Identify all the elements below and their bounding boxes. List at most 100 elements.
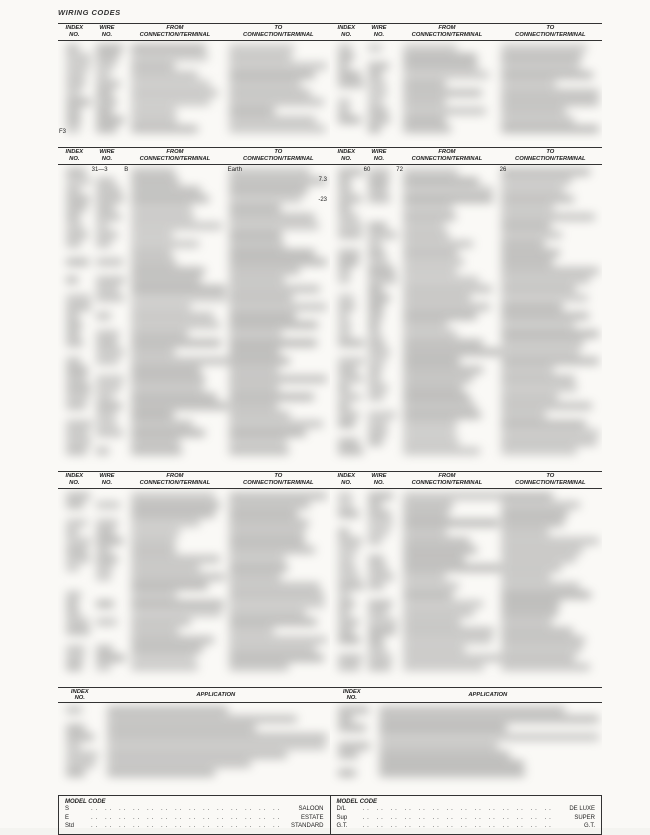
page: WIRING CODES INDEXNO. WIRENO. FROMCONNEC… — [0, 0, 650, 828]
blurred-content — [330, 703, 602, 789]
wire-value: 31—3 — [91, 167, 124, 173]
model-code-label: SUPER — [570, 814, 595, 822]
wire-value: 60 — [363, 167, 396, 173]
model-code-row: Std.. .. .. .. .. .. .. .. .. .. .. .. .… — [65, 822, 324, 830]
model-code-row: E.. .. .. .. .. .. .. .. .. .. .. .. .. … — [65, 814, 324, 822]
hdr-wire: WIRENO. — [91, 149, 124, 163]
hdr-to: TOCONNECTION/TERMINAL — [227, 149, 330, 163]
hdr-index: INDEXNO. — [330, 149, 363, 163]
model-code-code: G.T. — [337, 822, 363, 830]
wiring-body — [330, 41, 602, 141]
wiring-section-3-left: INDEXNO. WIRENO. FROMCONNECTION/TERMINAL… — [58, 471, 330, 681]
wiring-body: 31—3 B Earth 7.3 -23 — [58, 165, 330, 465]
wiring-header: INDEXNO. WIRENO. FROMCONNECTION/TERMINAL… — [330, 147, 602, 165]
blurred-content — [58, 41, 330, 141]
hdr-wire: WIRENO. — [91, 25, 124, 39]
blurred-content — [330, 165, 602, 465]
page-title: WIRING CODES — [58, 8, 602, 17]
extra-value: 7.3 — [318, 177, 328, 183]
wiring-header: INDEXNO. WIRENO. FROMCONNECTION/TERMINAL… — [330, 23, 602, 41]
model-code-dots: .. .. .. .. .. .. .. .. .. .. .. .. .. .… — [91, 814, 297, 822]
model-code-dots: .. .. .. .. .. .. .. .. .. .. .. .. .. .… — [363, 814, 571, 822]
blurred-content — [330, 489, 602, 681]
application-right: INDEXNO. APPLICATION — [330, 687, 602, 790]
hdr-index: INDEXNO. — [330, 473, 363, 487]
to-value: Earth — [227, 167, 330, 173]
model-code-left: MODEL CODE S.. .. .. .. .. .. .. .. .. .… — [59, 796, 330, 833]
model-code-label: DE LUXE — [565, 805, 595, 813]
hdr-from: FROMCONNECTION/TERMINAL — [123, 473, 226, 487]
model-code-code: S — [65, 805, 91, 813]
model-code-label: STANDARD — [287, 822, 324, 830]
hdr-wire: WIRENO. — [363, 149, 396, 163]
hdr-from: FROMCONNECTION/TERMINAL — [395, 25, 498, 39]
wiring-body — [330, 489, 602, 681]
wiring-body: 60 72 26 — [330, 165, 602, 465]
wiring-header: INDEXNO. WIRENO. FROMCONNECTION/TERMINAL… — [58, 23, 330, 41]
wiring-section-1-right: INDEXNO. WIRENO. FROMCONNECTION/TERMINAL… — [330, 23, 602, 141]
hdr-application: APPLICATION — [374, 692, 602, 698]
hdr-wire: WIRENO. — [363, 473, 396, 487]
to-value: 26 — [499, 167, 602, 173]
hdr-from: FROMCONNECTION/TERMINAL — [395, 473, 498, 487]
blurred-content — [58, 489, 330, 681]
model-code-label: SALOON — [294, 805, 323, 813]
model-code-code: E — [65, 814, 91, 822]
hdr-wire: WIRENO. — [91, 473, 124, 487]
wiring-section-3-right: INDEXNO. WIRENO. FROMCONNECTION/TERMINAL… — [330, 471, 602, 681]
wiring-section-2-left: INDEXNO. WIRENO. FROMCONNECTION/TERMINAL… — [58, 147, 330, 465]
from-value: B — [123, 167, 226, 173]
model-code-dots: .. .. .. .. .. .. .. .. .. .. .. .. .. .… — [91, 822, 287, 830]
wiring-section-3: INDEXNO. WIRENO. FROMCONNECTION/TERMINAL… — [58, 471, 602, 681]
model-code-right: MODEL CODE D/L.. .. .. .. .. .. .. .. ..… — [330, 796, 602, 833]
model-code-row: G.T... .. .. .. .. .. .. .. .. .. .. .. … — [337, 822, 596, 830]
hdr-to: TOCONNECTION/TERMINAL — [227, 473, 330, 487]
wiring-body: F3 — [58, 41, 330, 141]
hdr-wire: WIRENO. — [363, 25, 396, 39]
hdr-from: FROMCONNECTION/TERMINAL — [123, 149, 226, 163]
wiring-header: INDEXNO. WIRENO. FROMCONNECTION/TERMINAL… — [330, 471, 602, 489]
model-code-label: ESTATE — [297, 814, 323, 822]
model-code-code: Sup — [337, 814, 363, 822]
wiring-header: INDEXNO. WIRENO. FROMCONNECTION/TERMINAL… — [58, 147, 330, 165]
hdr-to: TOCONNECTION/TERMINAL — [227, 25, 330, 39]
wiring-section-1: INDEXNO. WIRENO. FROMCONNECTION/TERMINAL… — [58, 23, 602, 141]
wiring-header: INDEXNO. WIRENO. FROMCONNECTION/TERMINAL… — [58, 471, 330, 489]
model-code-code: D/L — [337, 805, 363, 813]
model-code-row: D/L.. .. .. .. .. .. .. .. .. .. .. .. .… — [337, 805, 596, 813]
wiring-body — [58, 489, 330, 681]
model-code-dots: .. .. .. .. .. .. .. .. .. .. .. .. .. .… — [91, 805, 294, 813]
wiring-section-2: INDEXNO. WIRENO. FROMCONNECTION/TERMINAL… — [58, 147, 602, 465]
application-body — [330, 703, 602, 789]
model-code-row: S.. .. .. .. .. .. .. .. .. .. .. .. .. … — [65, 805, 324, 813]
wiring-section-2-right: INDEXNO. WIRENO. FROMCONNECTION/TERMINAL… — [330, 147, 602, 465]
model-code-code: Std — [65, 822, 91, 830]
hdr-to: TOCONNECTION/TERMINAL — [499, 25, 602, 39]
blurred-content — [58, 703, 330, 789]
blurred-content — [58, 165, 330, 465]
hdr-index: INDEXNO. — [330, 25, 363, 39]
application-body — [58, 703, 330, 789]
from-value: 72 — [395, 167, 498, 173]
application-left: INDEXNO. APPLICATION — [58, 687, 330, 790]
application-header: INDEXNO. APPLICATION — [58, 687, 330, 704]
wiring-section-1-left: INDEXNO. WIRENO. FROMCONNECTION/TERMINAL… — [58, 23, 330, 141]
hdr-to: TOCONNECTION/TERMINAL — [499, 473, 602, 487]
hdr-from: FROMCONNECTION/TERMINAL — [123, 25, 226, 39]
hdr-from: FROMCONNECTION/TERMINAL — [395, 149, 498, 163]
hdr-application: APPLICATION — [102, 692, 330, 698]
hdr-index: INDEXNO. — [58, 473, 91, 487]
hdr-index: INDEXNO. — [58, 25, 91, 39]
index-value: F3 — [58, 129, 91, 135]
hdr-index: INDEXNO. — [330, 689, 374, 702]
model-code-dots: .. .. .. .. .. .. .. .. .. .. .. .. .. .… — [363, 822, 580, 830]
application-header: INDEXNO. APPLICATION — [330, 687, 602, 704]
model-code-label: G.T. — [580, 822, 595, 830]
model-code-box: MODEL CODE S.. .. .. .. .. .. .. .. .. .… — [58, 795, 602, 834]
application-section: INDEXNO. APPLICATION INDEXNO. APPLICATIO… — [58, 687, 602, 790]
blurred-content — [330, 41, 602, 141]
hdr-index: INDEXNO. — [58, 149, 91, 163]
model-code-dots: .. .. .. .. .. .. .. .. .. .. .. .. .. .… — [363, 805, 566, 813]
hdr-index: INDEXNO. — [58, 689, 102, 702]
model-code-row: Sup.. .. .. .. .. .. .. .. .. .. .. .. .… — [337, 814, 596, 822]
